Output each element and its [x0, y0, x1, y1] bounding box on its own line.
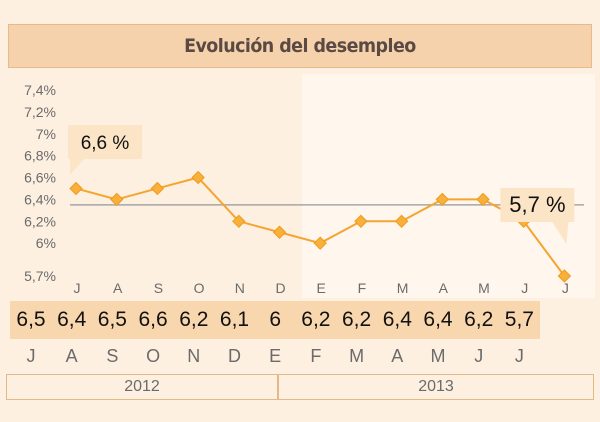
data-point [150, 181, 165, 196]
value-box: 6,2 [172, 301, 215, 339]
y-tick-label: 7,4% [24, 82, 56, 98]
value-box: 6,4 [50, 301, 93, 339]
series-markers [69, 170, 572, 283]
x-tick-label: M [397, 280, 409, 296]
month-label: D [228, 346, 241, 366]
data-point [394, 214, 409, 229]
value-box: 6,1 [213, 301, 256, 339]
y-tick-label: 6,8% [24, 148, 56, 164]
y-tick-label: 6% [36, 235, 56, 251]
month-label: E [269, 346, 282, 366]
month-label: O [146, 346, 161, 366]
x-tick-label: J [521, 280, 528, 296]
value-box: 6,5 [10, 301, 52, 339]
month-label: A [391, 346, 404, 366]
x-tick-label: F [358, 280, 367, 296]
value-box: 6,2 [294, 301, 337, 339]
x-tick-label: D [275, 280, 285, 296]
data-point [354, 214, 368, 229]
annotation-label: 5,7 % [509, 192, 565, 217]
chart-title: Evolución del desempleo [184, 35, 416, 57]
month-label: J [26, 346, 36, 366]
value-box: 6,2 [457, 301, 500, 339]
month-label: S [106, 346, 119, 366]
data-point [435, 192, 450, 207]
month-label: A [65, 346, 78, 366]
year-label: 2012 [6, 374, 278, 400]
data-point [191, 170, 205, 185]
value-box: 6,2 [335, 301, 378, 339]
y-axis-ticks: 5,7% 6% 6,2% 6,4% 6,6% 6,8% 7% 7,2% 7,4% [24, 82, 56, 284]
y-tick-label: 7,2% [24, 104, 56, 120]
data-point [109, 192, 124, 207]
month-label: M [349, 346, 365, 366]
data-point [557, 269, 572, 283]
y-tick-label: 7% [36, 126, 56, 142]
value-box: 6 [254, 301, 297, 339]
value-box: 6,6 [132, 301, 175, 339]
y-tick-label: 5,7% [24, 268, 56, 284]
month-label: M [430, 346, 446, 366]
x-tick-label: J [562, 280, 569, 296]
annotation-label: 6,6 % [81, 133, 130, 154]
x-tick-label: E [317, 280, 326, 296]
x-tick-label: N [235, 280, 245, 296]
value-box: 6,4 [376, 301, 419, 339]
x-tick-label: O [194, 280, 205, 296]
value-box: 5,7 [498, 301, 541, 339]
month-label: J [514, 346, 524, 366]
annotation-box [500, 188, 575, 222]
annotation-box [68, 125, 142, 159]
data-point [232, 214, 246, 229]
annotations: 6,6 % 5,7 % [68, 125, 575, 244]
x-tick-label: A [439, 280, 449, 296]
year-label: 2013 [278, 374, 594, 400]
month-label: J [474, 346, 484, 366]
x-tick-label: J [74, 280, 81, 296]
annotation-pointer [552, 222, 569, 244]
y-tick-label: 6,6% [24, 170, 56, 186]
x-tick-label: M [478, 280, 490, 296]
value-box: 6,5 [91, 301, 134, 339]
data-point [272, 225, 287, 239]
y-tick-label: 6,2% [24, 213, 56, 229]
month-label: N [187, 346, 201, 366]
data-point [476, 192, 490, 207]
data-point [313, 236, 327, 250]
data-point [69, 181, 83, 196]
chart-title-bar: Evolución del desempleo [8, 24, 592, 68]
annotation-pointer [70, 159, 84, 175]
x-tick-label: S [154, 280, 163, 296]
value-box: 6,4 [417, 301, 459, 339]
month-label: F [310, 346, 322, 366]
line-chart: 5,7% 6% 6,2% 6,4% 6,6% 6,8% 7% 7,2% 7,4% J A S O N D E… [24, 74, 595, 298]
y-tick-label: 6,4% [24, 191, 56, 207]
x-tick-label: A [113, 280, 123, 296]
year-2013-highlight [301, 74, 595, 298]
